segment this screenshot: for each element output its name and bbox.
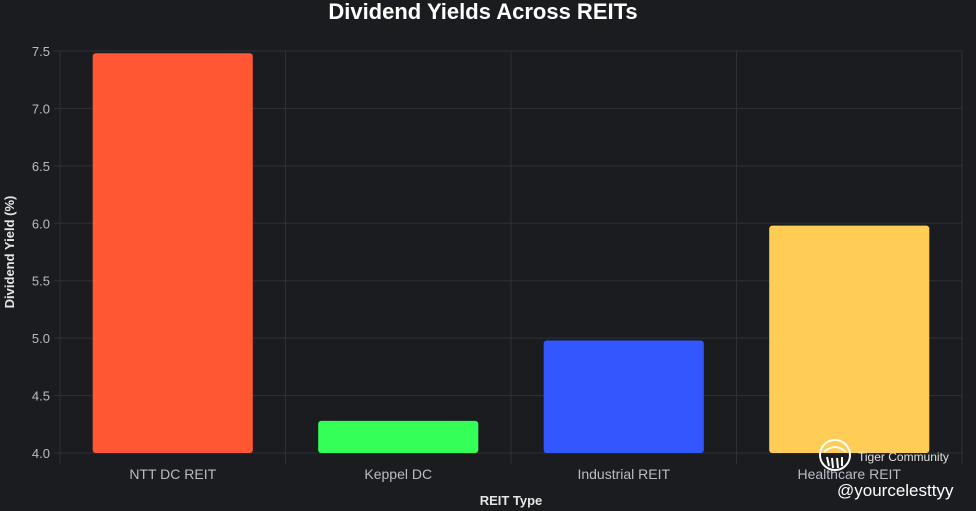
y-tick-label: 6.0 bbox=[32, 216, 50, 231]
bar bbox=[92, 53, 253, 453]
tiger-community-logo-icon bbox=[819, 439, 851, 471]
y-tick-label: 4.0 bbox=[32, 446, 50, 461]
watermark-brand: Tiger Community bbox=[858, 450, 949, 464]
x-tick-label: Healthcare REIT bbox=[798, 466, 902, 482]
watermark-handle: @yourcelesttyy bbox=[837, 481, 954, 500]
y-axis-ticks: 4.0 4.5 5.0 5.5 6.0 6.5 7.0 7.5 bbox=[32, 44, 60, 461]
y-axis-label: Dividend Yield (%) bbox=[2, 196, 17, 309]
y-tick-label: 4.5 bbox=[32, 389, 50, 404]
bar bbox=[769, 225, 930, 453]
x-axis-label: REIT Type bbox=[480, 493, 543, 508]
watermark: Tiger Community @yourcelesttyy bbox=[819, 439, 954, 500]
bar bbox=[318, 420, 479, 453]
bar bbox=[543, 340, 704, 453]
y-tick-label: 5.5 bbox=[32, 274, 50, 289]
chart-title: Dividend Yields Across REITs bbox=[328, 0, 637, 24]
y-tick-label: 5.0 bbox=[32, 331, 50, 346]
x-tick-label: Industrial REIT bbox=[577, 466, 670, 482]
y-tick-label: 7.0 bbox=[32, 101, 50, 116]
x-tick-label: NTT DC REIT bbox=[129, 466, 216, 482]
y-tick-label: 7.5 bbox=[32, 44, 50, 59]
x-axis-ticks: NTT DC REIT Keppel DC Industrial REIT Healt… bbox=[129, 466, 901, 482]
y-tick-label: 6.5 bbox=[32, 159, 50, 174]
bars bbox=[92, 53, 930, 453]
x-tick-label: Keppel DC bbox=[364, 466, 432, 482]
